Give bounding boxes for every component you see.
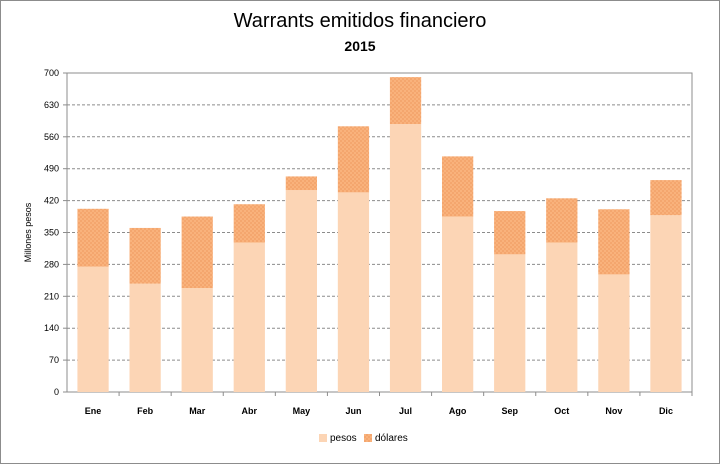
- x-tick-label: Mar: [189, 406, 206, 416]
- y-tick-label: 490: [44, 164, 59, 174]
- bar-pesos-jul: [389, 124, 422, 392]
- x-tick-label: Sep: [501, 406, 518, 416]
- y-tick-label: 630: [44, 100, 59, 110]
- x-tick-label: Abr: [242, 406, 258, 416]
- x-tick-label: Jul: [399, 406, 412, 416]
- x-tick-label: Dic: [659, 406, 673, 416]
- bar-dólares-ago: [442, 156, 474, 217]
- chart-title: Warrants emitidos financiero: [233, 10, 487, 32]
- chart-subtitle: 2015: [344, 38, 376, 54]
- bar-dólares-mar: [181, 216, 213, 289]
- y-tick-label: 70: [49, 355, 59, 365]
- bar-dólares-nov: [598, 209, 630, 275]
- x-tick-label: Ene: [85, 406, 102, 416]
- bar-dólares-feb: [129, 227, 161, 284]
- x-tick-label: Oct: [554, 406, 569, 416]
- bar-dólares-jul: [389, 77, 422, 125]
- bar-dólares-ene: [77, 208, 109, 267]
- legend-swatch-0: [319, 434, 327, 442]
- bar-pesos-abr: [233, 242, 265, 392]
- y-tick-label: 210: [44, 291, 59, 301]
- x-tick-label: Ago: [449, 406, 467, 416]
- bar-pesos-jun: [337, 192, 370, 392]
- legend-swatch-1: [364, 434, 372, 442]
- bar-pesos-dic: [650, 215, 682, 392]
- bar-pesos-sep: [494, 254, 526, 392]
- y-tick-label: 280: [44, 259, 59, 269]
- x-tick-label: Feb: [137, 406, 154, 416]
- y-tick-label: 560: [44, 132, 59, 142]
- y-tick-label: 420: [44, 196, 59, 206]
- bar-dólares-jun: [337, 126, 370, 193]
- bar-pesos-feb: [129, 283, 161, 392]
- x-tick-label: Jun: [345, 406, 361, 416]
- bar-dólares-sep: [494, 211, 526, 255]
- y-tick-label: 350: [44, 228, 59, 238]
- y-tick-label: 700: [44, 68, 59, 78]
- bar-pesos-oct: [546, 242, 578, 392]
- y-tick-label: 140: [44, 323, 59, 333]
- legend-label-1: dólares: [375, 433, 408, 444]
- x-tick-label: May: [293, 406, 311, 416]
- bar-dólares-oct: [546, 198, 578, 243]
- bar-pesos-nov: [598, 274, 630, 392]
- bar-dólares-dic: [650, 180, 682, 216]
- bar-pesos-may: [285, 190, 317, 392]
- bar-pesos-ene: [77, 266, 109, 392]
- x-tick-label: Nov: [605, 406, 622, 416]
- legend-label-0: pesos: [330, 433, 357, 444]
- bar-dólares-may: [285, 176, 317, 191]
- bar-pesos-ago: [442, 216, 474, 392]
- y-tick-label: 0: [54, 387, 59, 397]
- bar-dólares-abr: [233, 204, 265, 243]
- bar-pesos-mar: [181, 288, 213, 392]
- y-axis-title: Millones pesos: [23, 202, 33, 262]
